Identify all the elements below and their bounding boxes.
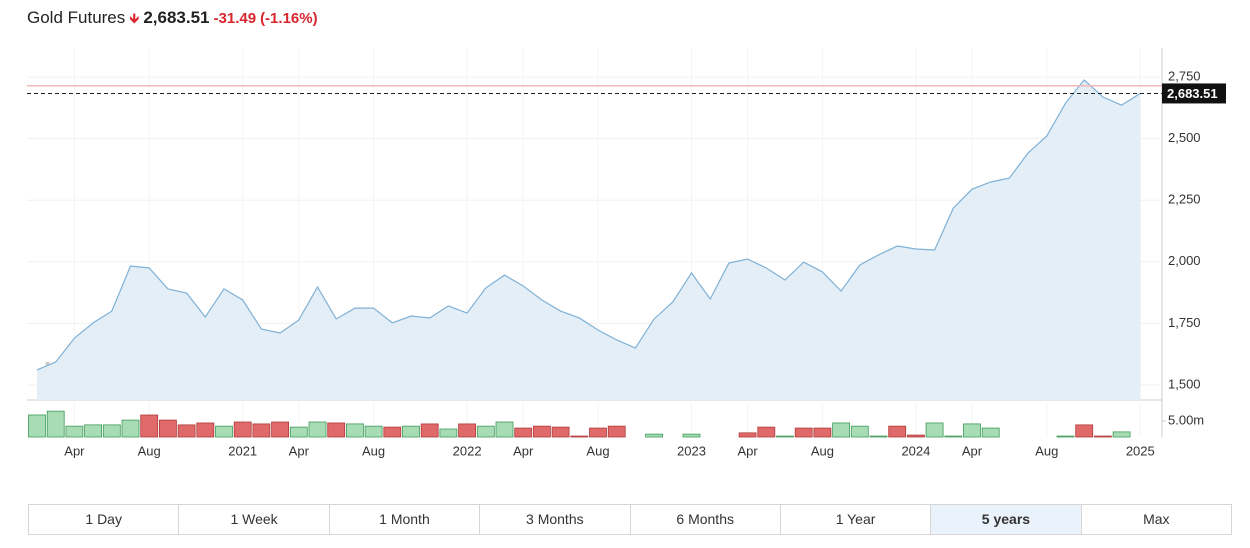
x-tick-label: Aug: [138, 443, 161, 458]
x-tick-label: 2024: [901, 443, 930, 458]
x-tick-label: Aug: [362, 443, 385, 458]
volume-bar: [888, 425, 907, 438]
volume-bar: [1056, 435, 1075, 438]
volume-bar: [1112, 431, 1131, 438]
volume-bar: [645, 433, 663, 438]
volume-bar: [327, 422, 346, 438]
range-button[interactable]: 3 Months: [479, 505, 629, 534]
range-buttons: 1 Day 1 Week 1 Month 3 Months 6 Months 1 Year…: [28, 504, 1232, 535]
y-tick-label: 2,250: [1168, 192, 1201, 207]
volume-bar: [65, 425, 84, 438]
price-line: [36, 79, 1141, 371]
volume-bar: [682, 433, 701, 438]
header: Gold Futures 🡻 2,683.51 -31.49 (-1.16%): [27, 8, 322, 32]
range-button[interactable]: Max: [1080, 505, 1231, 534]
volume-bar: [589, 427, 607, 438]
volume-bar: [944, 435, 963, 438]
y-tick-label: 2,000: [1168, 253, 1201, 268]
volume-bar: [439, 428, 458, 438]
volume-bar: [420, 423, 439, 438]
volume-bar: [794, 427, 813, 438]
volume-bar: [850, 425, 869, 438]
change-pct: (-1.16%): [260, 10, 318, 27]
volume-bar: [832, 422, 850, 438]
volume-bar: [458, 423, 477, 438]
range-button[interactable]: 6 Months: [629, 505, 780, 534]
volume-bar: [757, 426, 776, 438]
last-price-box: [1162, 83, 1226, 104]
range-button[interactable]: 1 Month: [328, 505, 479, 534]
volume-bar: [813, 427, 832, 438]
y-tick-label: 1,750: [1168, 315, 1201, 330]
volume-bar: [46, 410, 65, 438]
volume-bar: [925, 422, 944, 438]
volume-bar: [402, 425, 420, 438]
volume-bar: [495, 421, 514, 438]
range-button[interactable]: 5 years: [930, 505, 1081, 534]
volume-bar: [308, 421, 327, 438]
volume-bar: [102, 424, 121, 438]
volume-bar: [289, 426, 308, 438]
volume-bar: [345, 423, 364, 438]
volume-bar: [533, 425, 551, 438]
volume-bar: [84, 424, 102, 438]
volume-bar: [215, 425, 233, 438]
x-tick-label: Apr: [962, 443, 983, 458]
x-tick-label: Aug: [811, 443, 834, 458]
volume-bar: [383, 426, 402, 438]
price: 2,683.51: [143, 8, 210, 27]
volume-bar: [28, 414, 46, 438]
volume-bar: [140, 414, 159, 438]
volume-bar: [551, 426, 570, 438]
x-tick-label: Apr: [513, 443, 534, 458]
instrument-name: Gold Futures: [27, 8, 126, 27]
volume-bar: [1094, 435, 1112, 438]
y-tick-label: 2,500: [1168, 130, 1201, 145]
x-tick-label: Aug: [586, 443, 609, 458]
volume-bar: [981, 427, 1000, 438]
volume-bar: [196, 422, 215, 438]
volume-bar: [907, 434, 925, 438]
y-tick-label: 1,500: [1168, 376, 1201, 391]
x-tick-label: 2025: [1126, 443, 1155, 458]
range-button[interactable]: 1 Week: [178, 505, 328, 534]
volume-bar: [738, 432, 757, 438]
x-tick-label: 2023: [677, 443, 706, 458]
down-arrow: 🡻: [129, 10, 140, 26]
range-button[interactable]: 1 Day: [85, 511, 122, 527]
x-tick-label: Aug: [1035, 443, 1058, 458]
volume-bar: [570, 435, 589, 438]
x-tick-label: Apr: [289, 443, 310, 458]
volume-bar: [514, 427, 533, 438]
x-tick-label: 2021: [228, 443, 257, 458]
x-tick-label: Apr: [64, 443, 85, 458]
volume-bar: [869, 435, 888, 438]
x-tick-label: 2022: [453, 443, 482, 458]
volume-bar: [177, 424, 196, 438]
change: -31.49: [213, 10, 257, 27]
volume-bar: [252, 423, 271, 438]
y-tick-label: 2,750: [1168, 69, 1201, 84]
volume-bar: [271, 421, 290, 438]
y2-tick-label: 5.00m: [1168, 412, 1204, 427]
volume-bar: [963, 423, 981, 438]
volume-bar: [158, 419, 177, 438]
volume-bar: [476, 425, 495, 438]
volume-bar: [233, 421, 252, 438]
range-button[interactable]: 1 Year: [779, 505, 930, 534]
volume-bar: [121, 419, 140, 438]
volume-bar: [607, 425, 626, 438]
area-fill: [37, 80, 1141, 400]
last-price-label: 2,683.51: [1167, 86, 1218, 101]
volume-bar: [1075, 424, 1094, 438]
volume-bar: [364, 425, 383, 438]
x-tick-label: Apr: [737, 443, 758, 458]
volume-bar: [776, 435, 794, 438]
